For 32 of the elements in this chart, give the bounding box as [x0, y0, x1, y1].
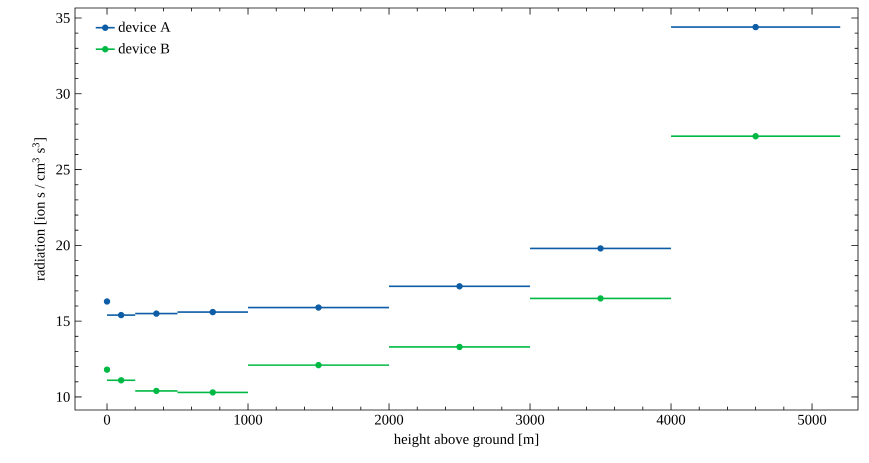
x-tick-label: 1000	[234, 414, 262, 425]
point	[456, 344, 463, 350]
point	[153, 310, 160, 317]
x-tick-label: 2000	[375, 414, 404, 425]
legend-label: device A	[118, 22, 171, 32]
point	[104, 366, 110, 373]
point	[752, 133, 759, 140]
point	[118, 312, 124, 318]
point	[597, 295, 604, 302]
y-tick-label: 25	[56, 164, 70, 175]
y-tick-label: 20	[56, 240, 70, 250]
y-tick-label: 30	[56, 88, 70, 99]
point	[456, 283, 463, 290]
point	[153, 388, 160, 394]
point	[104, 298, 110, 305]
y-axis-title: radiation [ion s / cm$^{3}$ s$^{3}$]	[32, 138, 46, 281]
x-tick-label: 4000	[656, 414, 686, 425]
x-tick-label: 3000	[516, 414, 544, 425]
legend-label: device B	[118, 43, 170, 54]
y-tick-label: 10	[56, 392, 70, 402]
point	[315, 304, 322, 311]
x-axis-title: height above ground [m]	[394, 434, 538, 448]
point	[118, 377, 124, 384]
y-tick-label: 15	[56, 316, 70, 326]
point	[315, 362, 322, 368]
x-tick-label: 5000	[798, 414, 826, 425]
point	[210, 389, 216, 396]
x-tick-label: 0	[104, 414, 110, 425]
y-tick-label: 35	[56, 13, 70, 23]
point	[597, 245, 604, 252]
point	[210, 308, 216, 316]
point	[752, 24, 759, 30]
